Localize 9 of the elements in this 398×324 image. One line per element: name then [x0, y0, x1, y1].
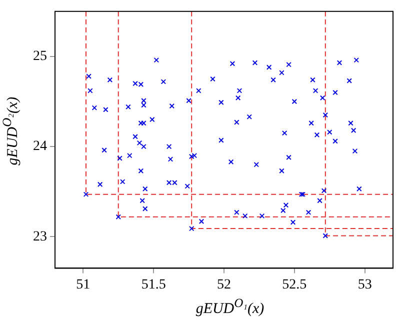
x-tick-label: 52	[217, 277, 231, 292]
x-tick-label: 51.5	[141, 277, 166, 292]
x-tick-label: 51	[76, 277, 90, 292]
y-tick-label: 24	[33, 139, 47, 154]
y-tick-label: 25	[33, 49, 47, 64]
y-tick-label: 23	[33, 229, 47, 244]
x-tick-label: 53	[358, 277, 372, 292]
x-axis-title: gEUD$^{O₁}$(x)	[194, 296, 266, 318]
x-tick-label: 52.5	[282, 277, 307, 292]
